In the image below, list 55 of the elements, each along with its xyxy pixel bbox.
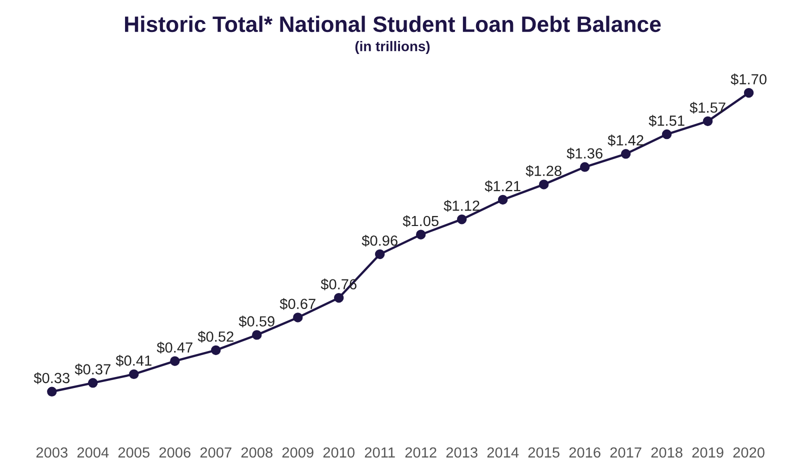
x-tick-label: 2013 [446, 447, 478, 458]
x-tick-label: 2008 [241, 447, 272, 458]
data-label: $0.33 [34, 372, 70, 384]
x-tick-label: 2018 [651, 447, 682, 458]
data-label: $1.21 [484, 180, 520, 192]
x-tick-label: 2004 [77, 447, 109, 458]
x-tick-label: 2015 [528, 447, 560, 458]
data-label: $1.57 [690, 102, 726, 114]
chart-title: Historic Total* National Student Loan Debt Balance [125, 16, 661, 32]
data-label: $0.96 [362, 234, 398, 247]
point [620, 149, 631, 159]
x-tick-label: 2020 [733, 447, 764, 458]
point [538, 180, 549, 190]
x-tick-label: 2009 [282, 447, 314, 458]
data-label: $0.41 [116, 354, 152, 367]
point [702, 116, 713, 126]
x-tick-label: 2006 [159, 447, 190, 458]
point [293, 312, 303, 322]
point [334, 293, 344, 303]
point [88, 378, 98, 388]
x-tick-label: 2014 [487, 447, 519, 458]
data-label: $1.36 [566, 148, 602, 160]
data-label: $1.42 [608, 134, 644, 146]
data-label: $1.70 [730, 73, 766, 86]
data-label: $0.47 [156, 342, 192, 354]
point [129, 369, 139, 380]
chart-subtitle: (in trillions) [355, 41, 430, 54]
data-label: $0.59 [238, 316, 274, 328]
x-tick-label: 2011 [364, 447, 395, 458]
point [374, 249, 385, 260]
point [498, 194, 508, 205]
x-tick-label: 2016 [569, 447, 600, 458]
data-label: $0.37 [74, 364, 110, 376]
data-label: $0.52 [198, 330, 234, 343]
data-label: $1.51 [648, 114, 684, 127]
x-tick-label: 2019 [692, 447, 724, 458]
x-tick-label: 2003 [36, 447, 68, 458]
point [252, 330, 262, 340]
point [416, 230, 426, 240]
point [170, 356, 180, 366]
point [47, 386, 57, 397]
point [662, 129, 672, 140]
point [456, 214, 467, 224]
point [744, 88, 754, 98]
x-tick-label: 2010 [323, 447, 355, 458]
x-tick-label: 2012 [405, 447, 436, 458]
data-label: $1.28 [526, 165, 562, 177]
data-label: $1.12 [444, 200, 480, 212]
point [211, 345, 221, 356]
data-label: $1.05 [402, 215, 438, 228]
x-tick-label: 2007 [200, 447, 232, 458]
point [580, 162, 590, 172]
data-label: $0.67 [280, 298, 316, 310]
x-tick-label: 2005 [118, 447, 150, 458]
x-tick-label: 2017 [610, 447, 642, 458]
